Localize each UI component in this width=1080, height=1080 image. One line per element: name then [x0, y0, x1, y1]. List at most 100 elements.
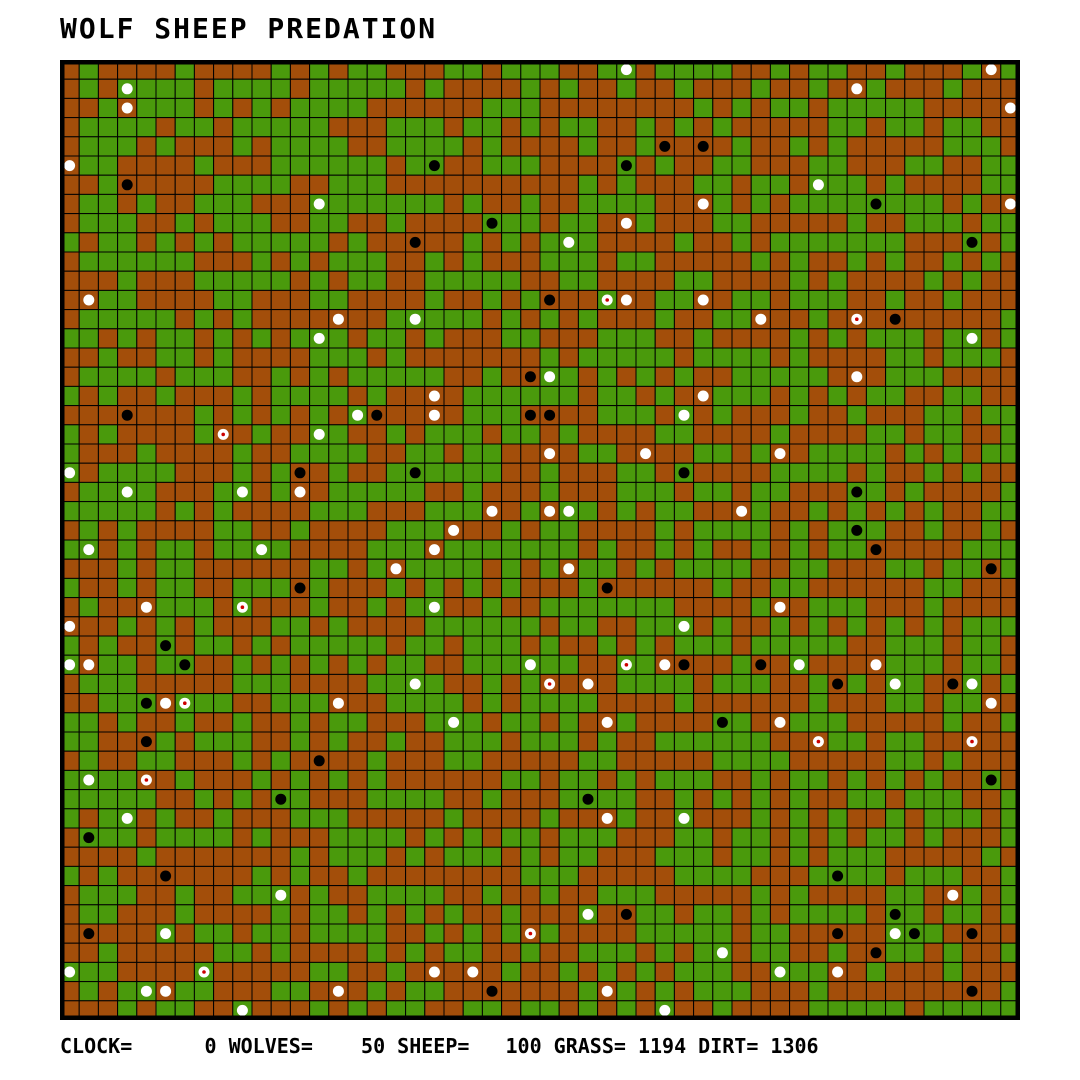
grass-tile — [193, 405, 215, 426]
dirt-tile — [558, 981, 579, 1002]
sheep-marker-icon — [183, 701, 187, 705]
grass-tile — [97, 193, 119, 215]
grass-tile — [750, 251, 771, 272]
grass-tile — [462, 827, 483, 848]
grass-tile — [193, 827, 215, 848]
grass-tile — [193, 232, 215, 253]
wolf-icon — [83, 928, 95, 940]
dirt-tile — [136, 328, 157, 349]
grass-tile — [885, 808, 906, 829]
dirt-tile — [923, 117, 944, 138]
dirt-tile — [347, 885, 368, 906]
dirt-tile — [155, 289, 176, 311]
dirt-tile — [193, 520, 215, 541]
grass-tile — [769, 97, 791, 119]
dirt-tile — [731, 539, 752, 560]
grass-tile — [693, 904, 714, 925]
grass-tile — [961, 885, 983, 906]
dirt-tile — [673, 539, 695, 560]
grass-tile — [232, 289, 253, 311]
grass-tile — [193, 923, 215, 944]
dirt-tile — [405, 270, 426, 291]
app-title: WOLF SHEEP PREDATION — [60, 12, 438, 45]
grass-tile — [405, 366, 426, 387]
board-border — [60, 60, 1020, 1020]
grass-tile — [193, 597, 215, 618]
grass-tile — [97, 885, 119, 906]
dirt-tile — [174, 385, 195, 407]
dirt-tile — [539, 789, 560, 810]
dirt-tile — [712, 654, 733, 675]
dirt-tile — [501, 808, 522, 829]
grass-tile — [78, 750, 99, 771]
grass-tile — [808, 616, 829, 637]
sheep-icon — [774, 448, 786, 460]
sheep-icon — [160, 697, 172, 709]
dirt-tile — [424, 865, 445, 887]
dirt-tile — [97, 712, 119, 733]
grass-tile — [981, 155, 1002, 176]
grass-tile — [750, 827, 771, 848]
dirt-tile — [174, 309, 195, 330]
grass-tile — [174, 97, 195, 119]
grass-tile — [117, 885, 138, 906]
dirt-tile — [213, 789, 234, 810]
dirt-tile — [385, 501, 407, 522]
grass-tile — [462, 462, 483, 483]
dirt-tile — [97, 577, 119, 599]
dirt-tile — [961, 443, 983, 464]
dirt-tile — [865, 635, 887, 656]
grass-tile — [731, 289, 752, 311]
dirt-tile — [769, 501, 791, 522]
dirt-tile — [136, 635, 157, 656]
grass-tile — [827, 117, 848, 138]
dirt-tile — [347, 385, 368, 407]
grass-tile — [270, 904, 291, 925]
dirt-tile — [174, 731, 195, 752]
sheep-icon — [697, 294, 709, 306]
grass-tile — [673, 846, 695, 867]
dirt-tile — [693, 597, 714, 618]
grass-tile — [885, 750, 906, 771]
dirt-tile — [827, 769, 848, 791]
grass-tile — [654, 846, 675, 867]
dirt-tile — [616, 827, 637, 848]
dirt-tile — [481, 309, 503, 330]
dirt-tile — [616, 97, 637, 119]
dirt-tile — [78, 635, 99, 656]
grass-tile — [654, 481, 675, 503]
dirt-tile — [462, 97, 483, 119]
grass-tile — [750, 769, 771, 791]
grass-tile — [961, 654, 983, 675]
dirt-tile — [251, 136, 272, 157]
dirt-tile — [616, 443, 637, 464]
grass-tile — [789, 270, 810, 291]
sheep-icon — [966, 332, 978, 344]
grass-tile — [97, 385, 119, 407]
grass-tile — [942, 865, 963, 887]
grass-tile — [808, 78, 829, 99]
dirt-tile — [289, 501, 311, 522]
grass-tile — [635, 213, 656, 234]
dirt-tile — [117, 193, 138, 215]
dirt-tile — [942, 923, 963, 944]
grass-tile — [136, 501, 157, 522]
grass-tile — [577, 309, 599, 330]
grass-tile — [289, 635, 311, 656]
dirt-tile — [712, 769, 733, 791]
dirt-tile — [904, 981, 925, 1002]
grass-tile — [942, 347, 963, 368]
grass-tile — [481, 885, 503, 906]
grass-tile — [174, 769, 195, 791]
dirt-tile — [558, 577, 579, 599]
dirt-tile — [520, 789, 541, 810]
dirt-tile — [635, 712, 656, 733]
grass-tile — [270, 270, 291, 291]
grass-tile — [174, 213, 195, 234]
dirt-tile — [366, 97, 387, 119]
dirt-tile — [942, 501, 963, 522]
dirt-tile — [443, 923, 464, 944]
dirt-tile — [155, 405, 176, 426]
dirt-tile — [251, 501, 272, 522]
grass-tile — [923, 193, 944, 215]
